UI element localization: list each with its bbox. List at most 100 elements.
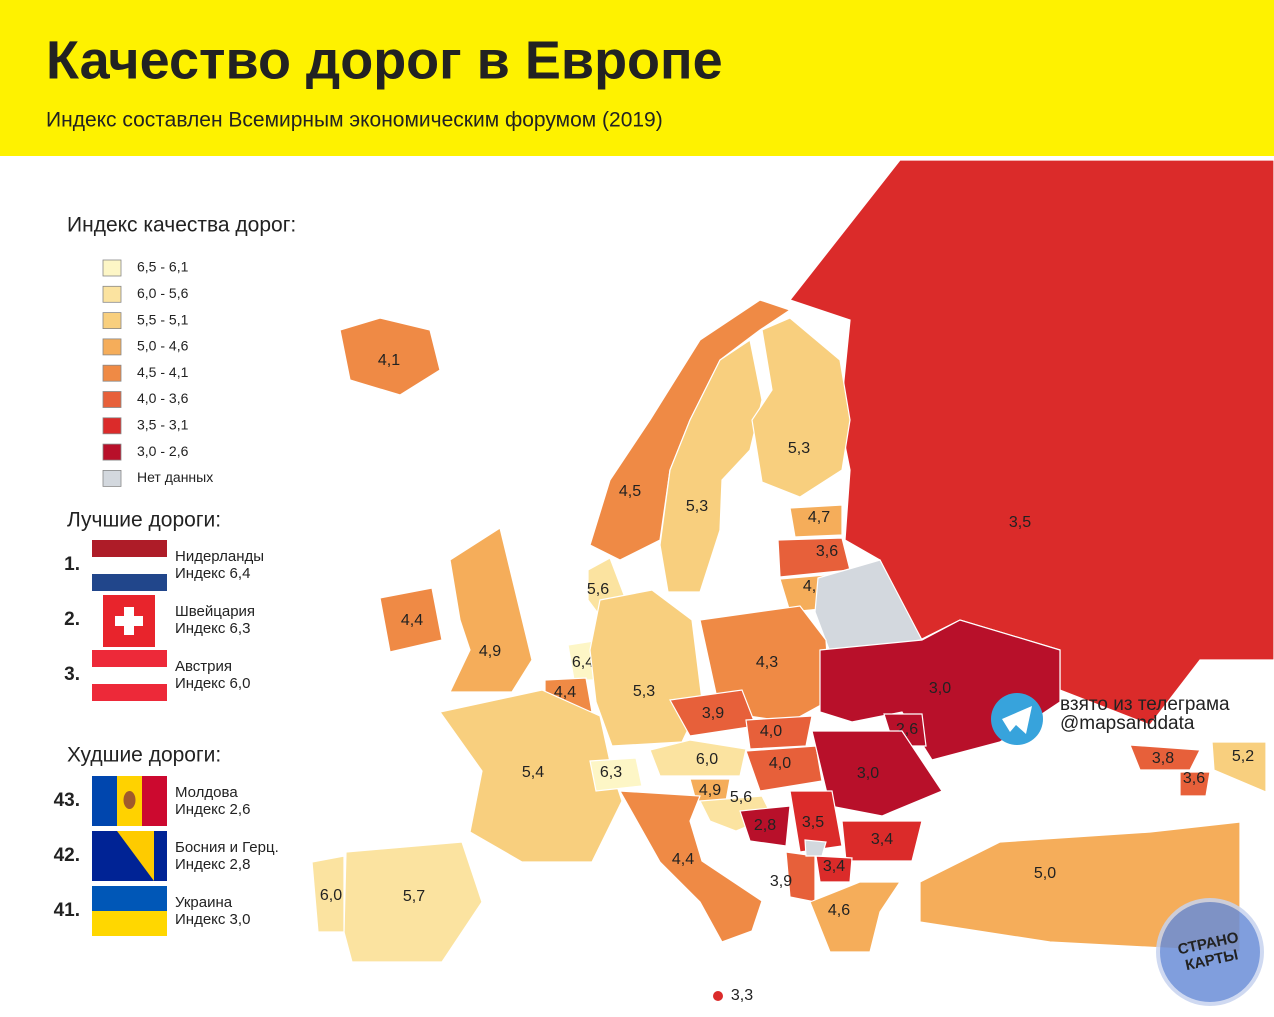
country-name: Швейцария: [175, 603, 255, 620]
flag-stripe: [92, 557, 167, 574]
flag-stripe: [142, 776, 167, 826]
country-value: 5,4: [522, 764, 544, 781]
section-title: Худшие дороги:: [67, 744, 221, 767]
country-value: 3,4: [871, 831, 893, 848]
country-value: 5,6: [730, 789, 752, 806]
legend-label: 3,0 - 2,6: [137, 443, 189, 459]
country: [618, 790, 763, 943]
country: [841, 820, 923, 862]
country: [311, 855, 345, 933]
flag-stripe: [92, 650, 167, 667]
country-value: 5,6: [587, 581, 609, 598]
legend-label: 4,5 - 4,1: [137, 364, 189, 380]
country: [438, 689, 623, 863]
legend-label: 5,5 - 5,1: [137, 311, 189, 327]
watermark-text: @mapsanddata: [1060, 713, 1195, 734]
header-band: [0, 0, 1274, 156]
subtitle: Индекс составлен Всемирным экономическим…: [46, 109, 663, 132]
country-value: 3,0: [929, 680, 951, 697]
country-value: 5,3: [686, 498, 708, 515]
country: [659, 339, 763, 593]
country-value: 3,0: [857, 765, 879, 782]
section-title: Лучшие дороги:: [67, 509, 221, 532]
country-value: 3,6: [1183, 770, 1205, 787]
flag-stripe: [92, 667, 167, 684]
country-value: 6,0: [696, 751, 718, 768]
country-value: 3,9: [702, 705, 724, 722]
country-value: 3,5: [1009, 514, 1031, 531]
country: [804, 839, 827, 857]
legend-label: 6,0 - 5,6: [137, 285, 189, 301]
country-index: Индекс 6,0: [175, 675, 250, 692]
country: [789, 504, 843, 538]
rank: 3.: [64, 664, 80, 685]
map: 3,54,14,55,35,34,73,64,85,64,44,96,44,4 5…: [311, 159, 1274, 1006]
country-value: 4,7: [808, 509, 830, 526]
country-value: 3,8: [1152, 750, 1174, 767]
rank: 1.: [64, 554, 80, 575]
country-index: Индекс 3,0: [175, 911, 250, 928]
flag-stripe: [92, 911, 167, 936]
country-value: 3,4: [823, 858, 845, 875]
country-value: 6,0: [320, 887, 342, 904]
country-name: Украина: [175, 894, 233, 911]
country: [379, 587, 443, 653]
legend-label: Нет данных: [137, 469, 213, 485]
legend-swatch: [102, 417, 122, 435]
title: Качество дорог в Европе: [46, 30, 723, 90]
legend-label: 4,0 - 3,6: [137, 390, 189, 406]
country-value: 5,3: [633, 683, 655, 700]
country: [739, 805, 791, 847]
country: [789, 790, 843, 853]
country-value: 4,4: [554, 684, 576, 701]
country-name: Молдова: [175, 784, 238, 801]
country-name: Нидерланды: [175, 548, 264, 565]
country-index: Индекс 6,3: [175, 620, 250, 637]
country-value: 4,6: [828, 902, 850, 919]
country-value: 2,8: [754, 817, 776, 834]
legend-swatch: [102, 338, 122, 356]
country: [1179, 771, 1211, 797]
country-value: 4,1: [378, 352, 400, 369]
country-index: Индекс 2,8: [175, 856, 250, 873]
country: [1129, 744, 1201, 771]
country-name: Австрия: [175, 658, 232, 675]
legend-swatch: [102, 391, 122, 408]
legend-swatch: [102, 443, 122, 461]
country-value: 4,9: [699, 782, 721, 799]
country-value: 6,4: [572, 654, 594, 671]
legend-label: 6,5 - 6,1: [137, 259, 189, 275]
country: [809, 881, 902, 953]
country: [589, 757, 643, 792]
country-name: Босния и Герц.: [175, 839, 279, 856]
country: [815, 855, 853, 883]
country: [1211, 741, 1267, 793]
country: [589, 299, 792, 561]
legend-swatch: [102, 259, 122, 277]
legend-swatch: [102, 469, 122, 487]
country-value: 4,4: [672, 851, 694, 868]
legend-swatch: [102, 312, 122, 330]
country-value: 4,0: [769, 755, 791, 772]
country-value: 5,7: [403, 888, 425, 905]
country: [745, 745, 823, 792]
flag-triangle: [117, 831, 154, 881]
flag-stripe: [92, 684, 167, 701]
country-index: Индекс 2,6: [175, 801, 250, 818]
country-value: 4,3: [756, 654, 778, 671]
country: [339, 317, 441, 396]
country-value: 4,4: [401, 612, 423, 629]
country: [745, 715, 813, 750]
country-value: 3,9: [770, 873, 792, 890]
country-value: 4,0: [760, 723, 782, 740]
legend-label: 5,0 - 4,6: [137, 338, 189, 354]
watermark-text: взято из телеграма: [1060, 694, 1230, 715]
rank: 41.: [54, 900, 80, 921]
country-value: 3,6: [816, 543, 838, 560]
country-value: 4,9: [479, 643, 501, 660]
country-value: 5,3: [788, 440, 810, 457]
sidebar: Индекс качества дорог: 6,5 - 6,1 6,0 - 5,6…: [54, 214, 296, 936]
country-value: 4,5: [619, 483, 641, 500]
